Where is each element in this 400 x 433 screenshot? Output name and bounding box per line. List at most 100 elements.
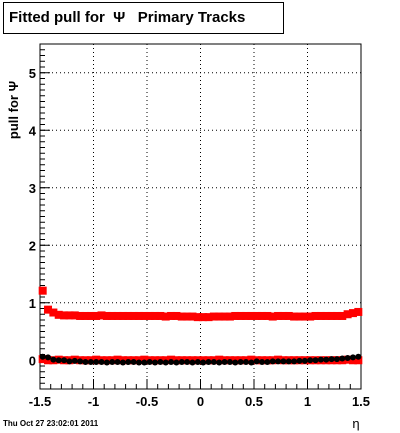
data-point <box>109 358 116 365</box>
data-point <box>199 313 208 322</box>
data-point <box>93 358 100 365</box>
data-point <box>237 358 244 365</box>
data-point <box>66 358 73 365</box>
data-point <box>44 305 53 314</box>
data-point <box>178 358 185 365</box>
data-point <box>295 312 304 321</box>
y-tick-label: 3 <box>29 181 36 196</box>
data-point <box>173 359 180 366</box>
data-point <box>124 311 133 320</box>
data-point <box>258 311 267 320</box>
data-point <box>188 312 197 321</box>
data-point <box>119 359 126 366</box>
data-point <box>285 358 292 365</box>
data-point <box>328 356 335 363</box>
data-point <box>264 358 271 365</box>
data-point <box>280 358 287 365</box>
axis-ticks: -1.5 -1 -0.5 0 0.5 1 1.5 0 1 2 3 4 5 <box>29 43 370 409</box>
data-point <box>300 312 309 321</box>
x-tick-label: -1.5 <box>29 394 51 409</box>
y-tick-label: 1 <box>29 296 36 311</box>
data-point <box>157 358 164 365</box>
data-point <box>279 311 288 320</box>
x-tick-label: 1 <box>304 394 311 409</box>
data-point <box>130 358 137 365</box>
data-point <box>145 311 154 320</box>
data-point <box>39 353 46 360</box>
data-point <box>226 358 233 365</box>
data-point <box>55 357 62 364</box>
data-point <box>323 356 330 363</box>
data-point <box>301 357 308 364</box>
data-point <box>97 311 106 320</box>
data-point <box>332 311 341 320</box>
data-point <box>252 311 261 320</box>
data-point <box>177 312 186 321</box>
data-point <box>61 357 68 364</box>
data-point <box>45 354 52 361</box>
data-point <box>253 358 260 365</box>
data-point <box>290 312 299 321</box>
data-markers <box>38 286 363 366</box>
x-axis-label: η <box>352 416 359 431</box>
data-point <box>221 358 228 365</box>
data-point <box>189 359 196 366</box>
data-point <box>327 311 336 320</box>
data-point <box>65 311 74 320</box>
data-point <box>311 311 320 320</box>
data-point <box>348 309 357 318</box>
data-point <box>152 359 159 366</box>
data-point <box>114 358 121 365</box>
data-point <box>76 311 85 320</box>
data-point <box>355 353 362 360</box>
data-point <box>274 311 283 320</box>
data-point <box>118 311 127 320</box>
data-point <box>113 311 122 320</box>
data-point <box>38 286 47 295</box>
data-point <box>210 358 217 365</box>
y-tick-label: 2 <box>29 238 36 253</box>
data-point <box>248 359 255 366</box>
data-point <box>87 358 94 365</box>
data-point <box>70 311 79 320</box>
data-point <box>204 313 213 322</box>
data-point <box>125 358 132 365</box>
data-point <box>236 311 245 320</box>
data-point <box>296 357 303 364</box>
data-point <box>183 312 192 321</box>
data-point <box>77 358 84 365</box>
data-point <box>344 354 351 361</box>
data-point <box>135 359 142 366</box>
data-point <box>102 311 111 320</box>
data-point <box>151 311 160 320</box>
data-point <box>339 355 346 362</box>
x-tick-label: -1 <box>88 394 100 409</box>
data-point <box>134 311 143 320</box>
data-point <box>343 310 352 319</box>
data-point <box>247 311 256 320</box>
data-point <box>108 311 117 320</box>
data-point <box>82 358 89 365</box>
data-point <box>232 359 239 366</box>
data-point <box>129 311 138 320</box>
data-point <box>49 308 58 317</box>
data-point <box>54 310 63 319</box>
y-tick-label: 0 <box>29 353 36 368</box>
data-point <box>156 311 165 320</box>
data-point <box>200 359 207 366</box>
data-point <box>194 358 201 365</box>
data-point <box>354 356 363 365</box>
data-point <box>60 311 69 320</box>
data-point <box>269 358 276 365</box>
data-point <box>140 311 149 320</box>
data-point <box>168 358 175 365</box>
data-point <box>209 312 218 321</box>
data-point <box>312 357 319 364</box>
chart-title: Fitted pull for Ψ Primary Tracks <box>3 2 284 34</box>
data-point <box>216 359 223 366</box>
data-point <box>146 358 153 365</box>
data-point <box>141 359 148 366</box>
data-point <box>103 359 110 366</box>
data-point <box>98 358 105 365</box>
